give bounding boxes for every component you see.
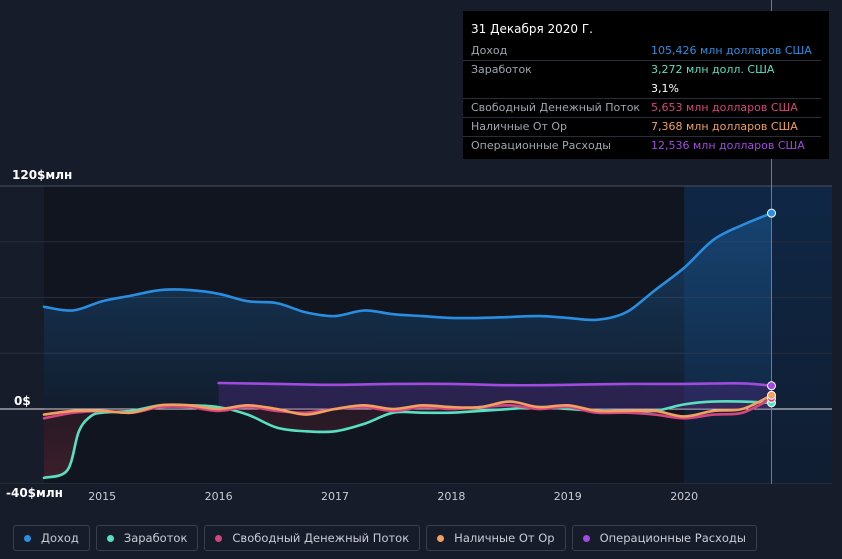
x-tick-label: 2020 (670, 490, 698, 503)
legend-label: Свободный Денежный Поток (232, 531, 410, 545)
y-tick-label: 0$ (14, 394, 31, 408)
tooltip-row-value: 3,272 млн долл. США (651, 63, 775, 76)
x-tick-label: 2016 (205, 490, 233, 503)
legend-label: Операционные Расходы (599, 531, 746, 545)
tooltip-row-value: 105,426 млн долларов США (651, 44, 812, 57)
x-tick-label: 2018 (437, 490, 465, 503)
tooltip-separator (463, 136, 821, 137)
tooltip-row-label: Операционные Расходы (471, 139, 611, 152)
tooltip-row: Доход 105,426 млн долларов США (471, 41, 821, 60)
tooltip-row-value: 3,1% (651, 82, 679, 95)
tooltip-row: Заработок 3,272 млн долл. США (471, 60, 821, 79)
tooltip-row-value: 12,536 млн долларов США (651, 139, 805, 152)
y-tick-label: 120$млн (12, 168, 72, 182)
legend-cashops[interactable]: Наличные От Ор (426, 525, 566, 551)
legend-opex[interactable]: Операционные Расходы (571, 525, 757, 551)
x-tick-label: 2015 (88, 490, 116, 503)
tooltip-row-label: Наличные От Ор (471, 120, 568, 133)
legend-dot-icon (24, 534, 31, 542)
tooltip-row-label: Заработок (471, 63, 532, 76)
chart-tooltip: 31 Декабря 2020 Г. Доход 105,426 млн долл… (463, 11, 829, 159)
fcf-line (42, 397, 773, 420)
legend-dot-icon (437, 534, 445, 542)
legend-dot-icon (106, 534, 114, 542)
tooltip-separator (463, 98, 821, 99)
legend-label: Наличные От Ор (454, 531, 555, 545)
legend-revenue[interactable]: Доход (13, 525, 90, 551)
y-tick-label: -40$млн (6, 486, 63, 500)
tooltip-row: 3,1% (471, 79, 821, 98)
tooltip-date: 31 Декабря 2020 Г. (471, 22, 593, 36)
legend-label: Заработок (123, 531, 188, 545)
revenue-area (44, 213, 772, 409)
tooltip-row-value: 7,368 млн долларов США (651, 120, 798, 133)
legend-earnings[interactable]: Заработок (95, 525, 199, 551)
opex-marker (767, 381, 776, 391)
legend-fcf[interactable]: Свободный Денежный Поток (204, 525, 421, 551)
x-tick-label: 2017 (321, 490, 349, 503)
opex-area (218, 383, 772, 409)
opex-line (217, 381, 773, 388)
tooltip-row-label: Доход (471, 44, 508, 57)
tooltip-separator (463, 117, 821, 118)
chart-legend: Доход Заработок Свободный Денежный Поток На… (13, 525, 757, 553)
tooltip-row: Операционные Расходы 12,536 млн долларов … (471, 136, 821, 155)
earnings-area (44, 401, 772, 478)
revenue-marker (767, 208, 776, 218)
tooltip-row: Наличные От Ор 7,368 млн долларов США (471, 117, 821, 136)
tooltip-separator (463, 60, 821, 61)
tooltip-row-label: Свободный Денежный Поток (471, 101, 641, 114)
x-tick-label: 2019 (554, 490, 582, 503)
cashops-marker (767, 390, 776, 400)
chart-area: 120$млн 0$ -40$млн 2015 2016 2017 2018 2019 2020 (0, 0, 832, 503)
legend-dot-icon (215, 534, 223, 542)
revenue-line (42, 211, 773, 322)
tooltip-row-value: 5,653 млн долларов США (651, 101, 798, 114)
legend-dot-icon (582, 534, 590, 542)
legend-label: Доход (41, 531, 79, 545)
tooltip-row: Свободный Денежный Поток 5,653 млн доллар… (471, 98, 821, 117)
cashops-line (42, 393, 773, 418)
